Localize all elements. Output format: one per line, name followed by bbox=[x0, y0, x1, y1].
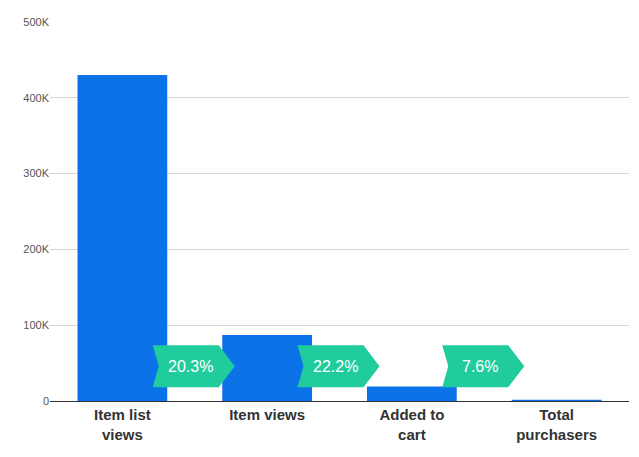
svg-text:Item views: Item views bbox=[229, 406, 305, 423]
svg-text:500K: 500K bbox=[23, 16, 49, 28]
svg-text:400K: 400K bbox=[23, 92, 49, 104]
svg-text:0: 0 bbox=[43, 395, 49, 407]
svg-text:Totalpurchasers: Totalpurchasers bbox=[516, 406, 597, 443]
svg-text:Added tocart: Added tocart bbox=[379, 406, 444, 443]
svg-text:22.2%: 22.2% bbox=[313, 358, 358, 375]
svg-text:300K: 300K bbox=[23, 167, 49, 179]
svg-text:20.3%: 20.3% bbox=[168, 358, 213, 375]
svg-text:200K: 200K bbox=[23, 243, 49, 255]
svg-text:7.6%: 7.6% bbox=[462, 358, 498, 375]
svg-text:Item listviews: Item listviews bbox=[94, 406, 151, 443]
svg-text:100K: 100K bbox=[23, 319, 49, 331]
